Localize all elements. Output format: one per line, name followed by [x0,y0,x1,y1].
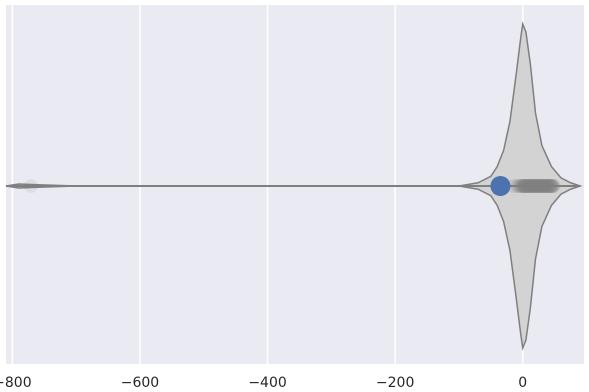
data-point [506,179,521,193]
data-points [23,179,561,193]
x-tick-label: −200 [376,375,414,391]
x-tick-label: −400 [248,375,286,391]
data-point [529,179,544,193]
data-point [520,179,535,193]
data-point [539,179,554,193]
data-point [524,179,539,193]
data-point [533,179,548,193]
data-point [532,179,547,193]
data-point [530,179,545,193]
data-point [541,179,556,193]
data-point [538,179,553,193]
data-point [518,179,533,193]
x-tick-label: 0 [518,375,527,391]
data-point [537,179,552,193]
data-point [518,179,533,193]
data-point [540,179,555,193]
data-point [525,179,540,193]
data-point [529,179,544,193]
data-point [522,179,537,193]
gridlines [11,5,524,364]
data-point [536,179,551,193]
data-point [531,179,546,193]
data-point [521,179,536,193]
data-point [536,179,551,193]
data-point [527,179,542,193]
data-point [520,179,535,193]
data-point [545,179,560,193]
x-tick-label: −800 [0,375,32,391]
data-point [534,179,549,193]
data-point [538,179,553,193]
data-point [519,179,534,193]
data-point [523,179,538,193]
data-point [512,179,527,193]
data-point [527,179,542,193]
data-point [541,179,556,193]
data-point [524,179,539,193]
data-point [534,179,549,193]
highlight-point [490,176,511,196]
data-point [546,179,561,193]
data-point [526,179,541,193]
data-point [516,179,531,193]
data-point [525,179,540,193]
data-point [23,179,38,193]
data-point [542,179,557,193]
data-point [513,179,528,193]
data-point [522,179,537,193]
data-point [543,179,558,193]
data-point [545,179,560,193]
data-point [544,179,559,193]
x-tick-label: −600 [121,375,159,391]
data-point [532,179,547,193]
data-point [543,179,558,193]
data-point [515,179,530,193]
data-point [535,179,550,193]
data-point [531,179,546,193]
data-point [517,179,532,193]
data-point [539,179,554,193]
data-point [510,179,525,193]
x-axis-ticks: −800 −600 −400 −200 0 [0,375,527,391]
data-point [528,179,543,193]
data-point [515,179,530,193]
data-point [517,179,532,193]
